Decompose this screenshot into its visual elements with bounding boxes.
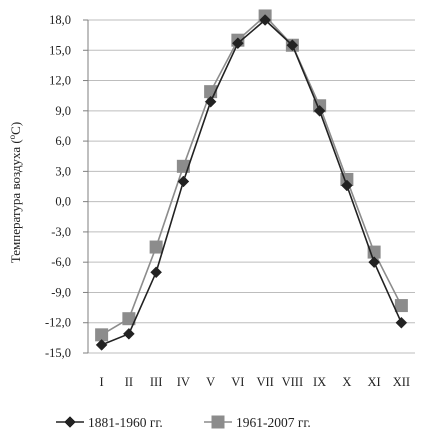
x-tick-label: III [150, 375, 163, 389]
y-tick-label: -12,0 [45, 316, 71, 330]
axis-layer: 18,0 15,0 12,0 9,0 6,0 3,0 0,0 -3,0 -6,0 -9,0 -12,… [7, 13, 410, 389]
data-point [149, 240, 163, 254]
y-axis-title-main: Температура воздуха ( [8, 139, 23, 263]
data-point [122, 312, 136, 326]
y-tick-label: 12,0 [49, 74, 71, 88]
legend-marker [211, 415, 225, 429]
data-point [368, 256, 380, 269]
y-tick-label: -9,0 [51, 285, 71, 299]
x-tick-label: V [206, 375, 215, 389]
data-point [95, 339, 108, 351]
y-tick-label: 18,0 [49, 13, 71, 27]
series-layer [95, 9, 408, 351]
y-axis-title-superscript: o [7, 134, 17, 139]
x-tick-label: IX [313, 375, 326, 389]
data-point [232, 37, 244, 50]
series-line [101, 14, 403, 336]
data-point [95, 328, 109, 342]
y-tick-label: 15,0 [49, 43, 71, 57]
x-tick-label: IV [177, 375, 190, 389]
legend-label: 1961-2007 гг. [236, 415, 311, 430]
legend-layer: 1881-1960 гг. 1961-2007 гг. [56, 415, 311, 430]
data-point [313, 104, 326, 117]
data-point [395, 316, 408, 329]
grid-layer [88, 19, 415, 354]
x-tick-label: VII [256, 375, 273, 389]
series-line [101, 18, 403, 346]
x-tick-label: XII [393, 375, 410, 389]
data-point [341, 179, 353, 192]
x-tick-label: X [342, 375, 351, 389]
data-point [204, 95, 217, 108]
y-tick-label: -6,0 [51, 255, 71, 269]
y-tick-label: 3,0 [55, 164, 71, 178]
y-tick-label: 0,0 [55, 195, 71, 209]
y-tick-label: -3,0 [51, 225, 71, 239]
data-point [286, 39, 299, 52]
y-tick-label: 6,0 [55, 134, 71, 148]
y-axis-title-tail: C) [8, 122, 23, 135]
y-tick-label: 9,0 [55, 104, 71, 118]
legend-label: 1881-1960 гг. [88, 415, 163, 430]
x-tick-label: II [125, 375, 133, 389]
x-tick-label: XI [368, 375, 381, 389]
data-point [150, 266, 162, 279]
y-axis-title: Температура воздуха (oC) [7, 122, 23, 263]
data-point [394, 299, 408, 313]
x-tick-label: I [100, 375, 104, 389]
legend-marker [64, 416, 76, 428]
data-point [123, 327, 135, 340]
data-point [259, 14, 271, 26]
x-tick-label: VIII [282, 375, 304, 389]
y-tick-label: -15,0 [45, 346, 71, 360]
x-tick-label: VI [231, 375, 244, 389]
data-point [177, 175, 190, 188]
